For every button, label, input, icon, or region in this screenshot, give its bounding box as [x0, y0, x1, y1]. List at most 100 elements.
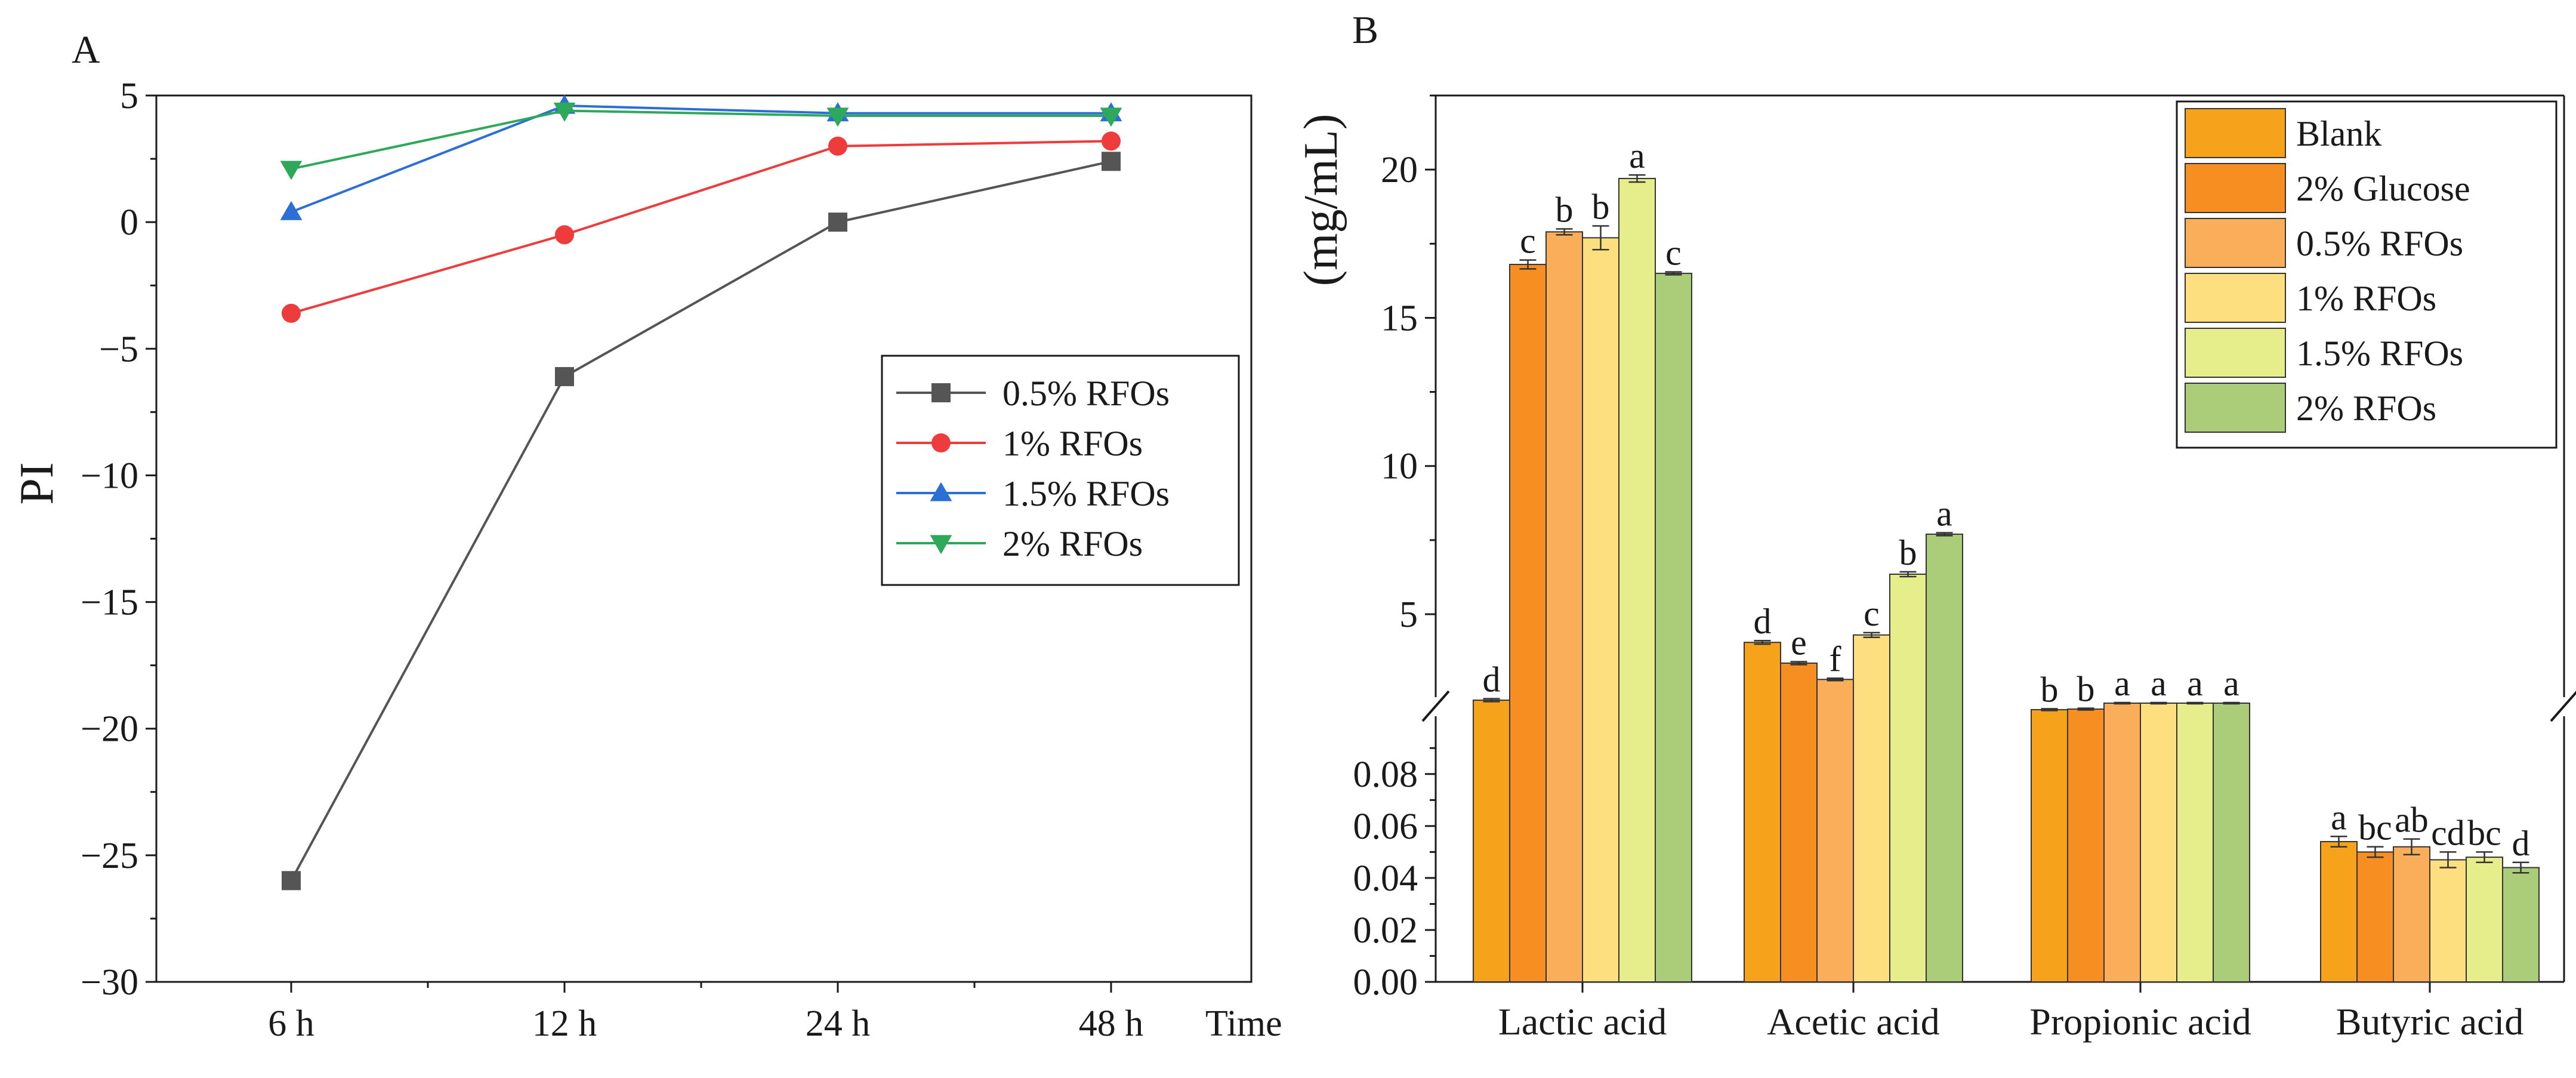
significance-letter: ab — [2395, 800, 2429, 840]
significance-letter: a — [2331, 797, 2347, 837]
axis-break-mark-left — [1421, 690, 1450, 722]
bar — [2213, 703, 2250, 982]
y-tick-label-a: −10 — [81, 455, 138, 496]
bar — [1744, 642, 1781, 982]
legend-a-marker — [931, 433, 951, 452]
significance-letter: a — [1936, 494, 1952, 533]
x-category-label-b: Butyric acid — [2336, 1000, 2524, 1043]
y-tick-label-upper-b: 10 — [1381, 446, 1418, 487]
x-category-label-b: Acetic acid — [1767, 1000, 1940, 1043]
y-axis-title-a: PI — [11, 462, 63, 504]
data-point — [1102, 131, 1121, 151]
bar — [1853, 634, 1890, 983]
y-tick-label-upper-b: 5 — [1399, 595, 1418, 635]
legend-b-swatch — [2185, 163, 2286, 213]
bar — [2393, 846, 2430, 982]
legend-a-label: 0.5% RFOs — [1002, 374, 1170, 413]
legend-b-label: 0.5% RFOs — [2296, 224, 2463, 263]
bar — [2140, 703, 2177, 982]
x-category-label-b: Propionic acid — [2029, 1000, 2251, 1043]
x-tick-label-a: 12 h — [532, 1003, 597, 1044]
legend-a-marker — [931, 383, 951, 402]
data-point — [555, 225, 574, 245]
data-point — [826, 107, 849, 127]
y-tick-label-upper-b: 20 — [1381, 150, 1418, 190]
data-point — [280, 201, 303, 220]
y-tick-label-lower-b: 0.00 — [1353, 962, 1418, 1003]
y-tick-label-a: 0 — [120, 202, 138, 243]
legend-a-marker — [930, 535, 952, 555]
panel-a-label: A — [72, 28, 100, 72]
significance-letter: b — [2077, 669, 2095, 709]
legend-a-label: 1% RFOs — [1002, 424, 1143, 463]
y-tick-label-a: −30 — [81, 962, 138, 1003]
significance-letter: b — [1899, 533, 1917, 572]
legend-b-label: 2% Glucose — [2296, 169, 2470, 208]
y-tick-label-lower-b: 0.08 — [1353, 754, 1418, 795]
significance-letter: d — [1754, 602, 1772, 641]
bar — [2320, 840, 2358, 982]
significance-letter: a — [1629, 136, 1645, 175]
data-point — [553, 102, 576, 122]
legend-b-swatch — [2185, 218, 2286, 268]
bar — [2031, 709, 2068, 983]
bar — [1582, 237, 1619, 982]
bar — [1655, 272, 1692, 983]
x-axis-title-a: Time — [1205, 1003, 1282, 1044]
data-point — [282, 871, 301, 891]
data-point — [280, 161, 303, 180]
bar — [1889, 573, 1927, 982]
significance-letter: cd — [2431, 813, 2465, 852]
significance-letter: d — [2512, 824, 2530, 863]
series-line-3 — [291, 109, 1111, 170]
significance-letter: a — [2223, 664, 2239, 703]
bar — [1780, 662, 1818, 982]
significance-letter: f — [1830, 639, 1841, 679]
bar — [2356, 851, 2394, 983]
significance-letter: a — [2187, 664, 2203, 703]
bar — [1473, 700, 1510, 983]
bar — [2103, 703, 2141, 982]
x-tick-label-a: 6 h — [268, 1003, 314, 1044]
bar — [2502, 867, 2540, 982]
bar — [1816, 679, 1854, 983]
data-point — [282, 303, 301, 323]
bar — [1618, 178, 1656, 982]
panel-b-bar-chart: B 5 10 15 20 0.00 0.02 0.04 0.06 0.08 (mg/mL) Lacti… — [1295, 8, 2576, 1043]
y-tick-label-lower-b: 0.04 — [1353, 858, 1418, 899]
significance-letter: bc — [2358, 808, 2392, 848]
y-tick-label-a: −25 — [81, 836, 138, 876]
y-tick-label-upper-b: 15 — [1381, 298, 1418, 338]
significance-letter: bc — [2467, 813, 2501, 852]
legend-b-swatch — [2185, 328, 2286, 378]
legend-a-label: 1.5% RFOs — [1002, 474, 1170, 513]
y-axis-title-b: (mg/mL) — [1295, 114, 1347, 287]
legend-b-label: 1% RFOs — [2296, 279, 2436, 318]
significance-letter: b — [1592, 187, 1610, 226]
y-tick-label-a: 5 — [120, 76, 138, 116]
legend-b-swatch — [2185, 383, 2286, 433]
y-tick-label-a: −20 — [81, 709, 138, 750]
bar — [2429, 859, 2467, 983]
significance-letter: a — [2151, 664, 2167, 703]
series-line-0 — [290, 160, 1112, 882]
significance-letter: c — [1665, 233, 1682, 272]
series-line-1 — [291, 140, 1112, 315]
bar — [1926, 533, 1963, 982]
significance-letter: c — [1864, 594, 1880, 633]
data-point — [1102, 152, 1121, 171]
y-tick-label-a: −15 — [81, 583, 138, 623]
legend-b-label: 2% RFOs — [2296, 389, 2436, 428]
y-tick-label-a: −5 — [99, 329, 138, 369]
data-point — [1100, 107, 1122, 127]
significance-letter: a — [2114, 664, 2130, 703]
legend-b-swatch — [2185, 108, 2286, 158]
significance-letter: e — [1791, 623, 1807, 662]
bar — [2176, 703, 2214, 982]
legend-b-swatch — [2185, 273, 2286, 323]
y-tick-label-lower-b: 0.02 — [1353, 910, 1418, 951]
x-category-label-b: Lactic acid — [1498, 1000, 1667, 1043]
significance-letter: b — [1556, 190, 1574, 229]
panel-b-label: B — [1352, 8, 1378, 52]
